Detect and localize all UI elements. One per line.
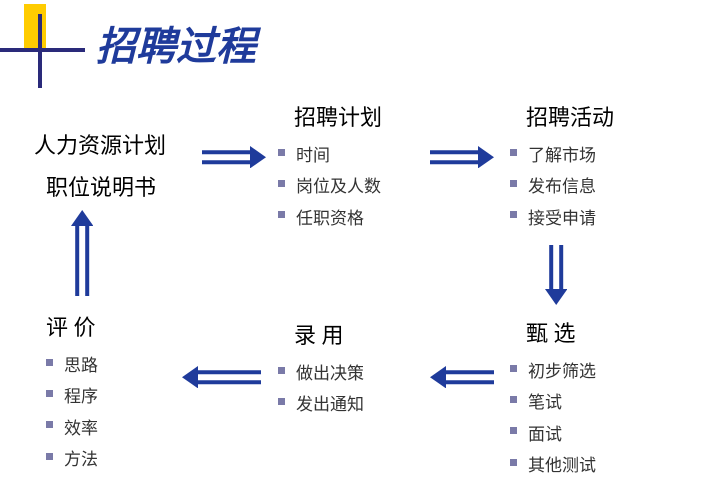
list-item: 时间 (278, 140, 382, 171)
arrow-left (182, 366, 261, 388)
selection-list: 初步筛选笔试面试其他测试 (510, 356, 596, 482)
list-item: 笔试 (510, 387, 596, 418)
node-hr-plan: 人力资源计划 职位说明书 (34, 128, 166, 202)
node-recruit-plan: 招聘计划 时间岗位及人数任职资格 (278, 100, 382, 234)
list-item: 发出通知 (278, 389, 364, 420)
list-item: 初步筛选 (510, 356, 596, 387)
list-item: 了解市场 (510, 140, 614, 171)
list-item: 效率 (46, 413, 98, 444)
list-item: 思路 (46, 350, 98, 381)
recruit-plan-list: 时间岗位及人数任职资格 (278, 140, 382, 234)
hr-plan-line2: 职位说明书 (34, 170, 166, 202)
list-item: 方法 (46, 444, 98, 475)
list-item: 面试 (510, 419, 596, 450)
evaluate-list: 思路程序效率方法 (46, 350, 98, 476)
node-selection: 甄 选 初步筛选笔试面试其他测试 (510, 316, 596, 482)
list-item: 接受申请 (510, 203, 614, 234)
list-item: 程序 (46, 381, 98, 412)
arrow-up (71, 210, 93, 296)
list-item: 其他测试 (510, 450, 596, 481)
list-item: 做出决策 (278, 358, 364, 389)
list-item: 任职资格 (278, 203, 382, 234)
evaluate-title: 评 价 (46, 310, 98, 342)
arrow-right (202, 146, 266, 168)
hire-list: 做出决策发出通知 (278, 358, 364, 421)
arrow-right (430, 146, 494, 168)
hire-title: 录 用 (278, 318, 364, 350)
node-hire: 录 用 做出决策发出通知 (278, 318, 364, 421)
node-evaluate: 评 价 思路程序效率方法 (46, 310, 98, 476)
recruit-activity-list: 了解市场发布信息接受申请 (510, 140, 614, 234)
node-recruit-activity: 招聘活动 了解市场发布信息接受申请 (510, 100, 614, 234)
list-item: 岗位及人数 (278, 171, 382, 202)
recruit-activity-title: 招聘活动 (510, 100, 614, 132)
corner-decoration (0, 0, 90, 90)
arrow-down (545, 245, 567, 305)
list-item: 发布信息 (510, 171, 614, 202)
selection-title: 甄 选 (510, 316, 596, 348)
hr-plan-line1: 人力资源计划 (34, 128, 166, 160)
page-title: 招聘过程 (96, 14, 256, 72)
recruit-plan-title: 招聘计划 (278, 100, 382, 132)
arrow-left (430, 366, 494, 388)
